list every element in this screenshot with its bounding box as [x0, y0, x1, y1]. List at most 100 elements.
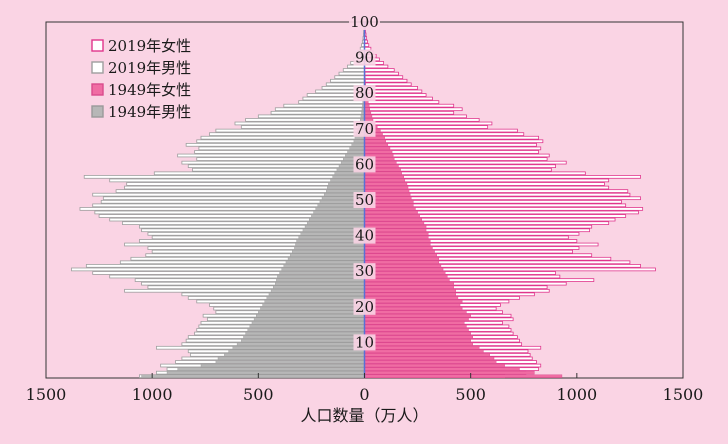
bar [364, 178, 406, 183]
bar [251, 321, 365, 325]
bar [364, 285, 454, 289]
bar [364, 296, 459, 300]
bar [364, 292, 457, 296]
bar [364, 324, 467, 329]
bar [364, 374, 563, 378]
bar [364, 143, 389, 147]
bar [328, 182, 365, 186]
bar [217, 356, 365, 361]
age-tick-label: 50 [355, 191, 374, 209]
bar [364, 103, 455, 108]
bar [232, 346, 365, 350]
bar [285, 260, 365, 264]
x-tick-labels: 1500 1000 500 0 500 1000 1500 [26, 373, 704, 404]
bar [364, 139, 386, 143]
bar [364, 338, 471, 343]
bar [364, 310, 467, 314]
bar [364, 246, 433, 250]
bar [364, 146, 391, 151]
bar [364, 132, 525, 136]
bar [364, 346, 480, 350]
bar [194, 150, 365, 154]
legend-swatch [91, 39, 104, 52]
bar [364, 356, 495, 361]
bar [153, 171, 365, 176]
bar [364, 100, 440, 104]
bar [364, 264, 442, 268]
bar [364, 128, 518, 133]
age-tick-label: 40 [355, 227, 374, 245]
bar [364, 210, 418, 215]
bar [364, 271, 446, 275]
age-label-bg [349, 14, 380, 30]
bar [109, 178, 365, 183]
bar [276, 278, 365, 282]
bar [364, 267, 444, 272]
age-label-bg [353, 334, 376, 351]
bar [83, 175, 365, 179]
bar [185, 142, 365, 147]
x-tick-label: 1500 [663, 385, 704, 404]
bar [364, 107, 371, 111]
bar [364, 139, 544, 144]
bar [351, 143, 365, 147]
bar [364, 289, 457, 293]
bar [270, 289, 365, 293]
bar [347, 150, 365, 154]
age-label-bg [353, 227, 376, 244]
bar [364, 142, 537, 147]
bar [181, 160, 365, 165]
bar [364, 353, 490, 357]
bar [224, 353, 365, 357]
bar [268, 292, 365, 296]
legend-label: 2019年女性 [108, 37, 191, 55]
age-tick-label: 10 [355, 333, 374, 351]
bar [258, 310, 365, 314]
bar [198, 146, 365, 151]
x-tick-label: 1000 [132, 385, 173, 404]
bar [364, 175, 404, 179]
age-tick-labels: 10 20 30 40 50 60 70 80 90 100 [349, 13, 380, 351]
bar [196, 139, 365, 144]
bar [353, 139, 365, 143]
bar [289, 253, 365, 257]
age-label-bg [353, 298, 376, 315]
bar [245, 331, 365, 336]
bar [243, 335, 365, 339]
bar [215, 360, 365, 364]
bar [240, 125, 365, 129]
bar [364, 342, 473, 346]
bar [270, 110, 365, 115]
bar [334, 75, 365, 80]
bar [309, 217, 365, 222]
bar [283, 103, 365, 108]
age-tick-label: 90 [355, 49, 374, 67]
bar [266, 296, 365, 300]
age-label-bg [353, 85, 376, 102]
bar [287, 257, 365, 261]
legend-label: 2019年男性 [108, 59, 191, 77]
age-label-bg [353, 49, 376, 66]
x-tick-label: 500 [455, 385, 486, 404]
bar [364, 110, 455, 115]
bar [364, 317, 469, 321]
bar [364, 278, 450, 282]
bar [364, 175, 641, 179]
bar [364, 321, 465, 325]
bar [245, 118, 365, 122]
bar [364, 349, 484, 353]
x-tick-label: 1500 [26, 385, 67, 404]
bar [364, 306, 463, 311]
age-tick-label: 60 [355, 155, 374, 173]
bar [364, 367, 520, 371]
bar [241, 338, 365, 343]
bar [274, 107, 365, 112]
bar [141, 374, 365, 378]
bar [349, 146, 365, 151]
bar [364, 114, 467, 119]
bar [236, 342, 365, 346]
bar [275, 282, 365, 286]
bar [209, 132, 365, 136]
legend-label: 1949年男性 [108, 103, 191, 121]
